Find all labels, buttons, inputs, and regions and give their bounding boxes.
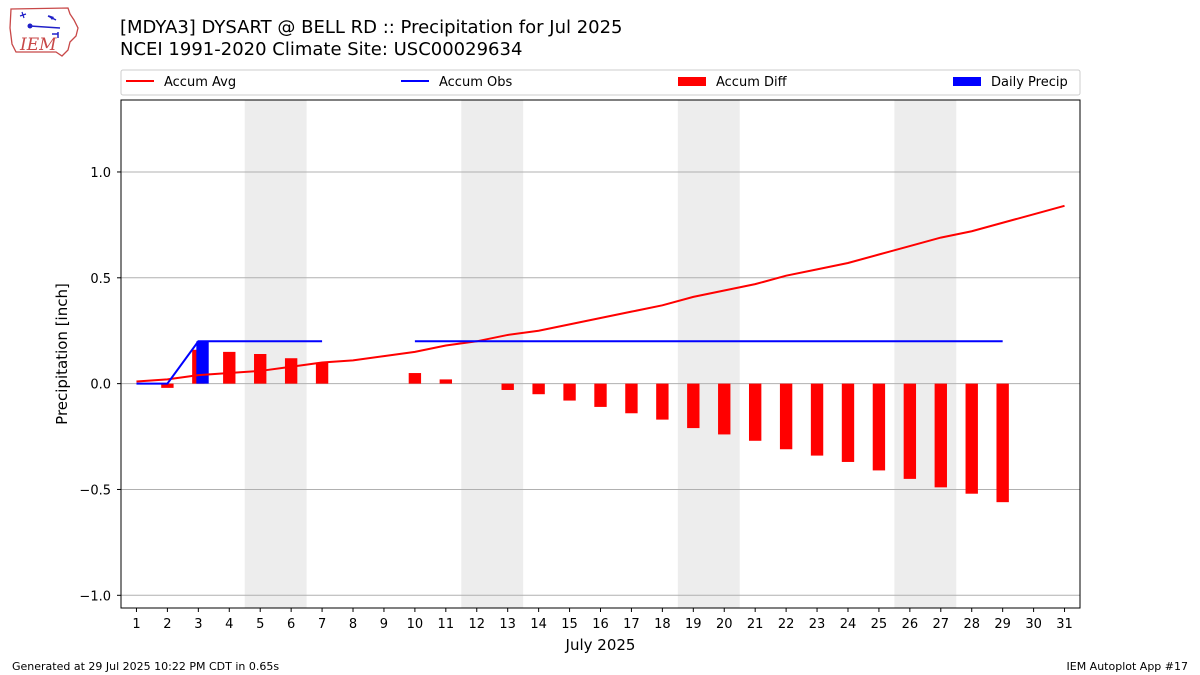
accum-diff-bar (934, 383, 947, 488)
x-tick-label: 24 (840, 617, 857, 632)
legend: Accum Avg Accum Obs Accum Diff Daily Precip (120, 69, 1081, 96)
chart-title: [MDYA3] DYSART @ BELL RD :: Precipitatio… (120, 17, 623, 38)
accum-diff-bar (687, 383, 700, 429)
legend-swatch (953, 77, 981, 86)
x-tick-label: 28 (963, 617, 980, 632)
accum-diff-bar (656, 383, 669, 420)
accum-diff-bar (748, 383, 762, 441)
x-tick-label: 4 (225, 617, 233, 632)
accum-diff-bar (532, 383, 545, 395)
accum-diff-bar (841, 383, 855, 462)
weekend-band (461, 100, 524, 608)
accum-diff-bar (872, 383, 886, 471)
x-tick-label: 1 (132, 617, 140, 632)
x-tick-label: 18 (654, 617, 671, 632)
legend-label: Accum Avg (164, 75, 236, 90)
accum-diff-bar (810, 383, 824, 456)
legend-label: Accum Diff (716, 75, 788, 90)
y-tick-label: 1.0 (90, 166, 111, 181)
x-tick-label: 21 (747, 617, 764, 632)
accum-diff-bar (254, 354, 267, 384)
accum-diff-bar (439, 379, 453, 384)
accum-diff-bar (408, 373, 422, 384)
x-tick-label: 15 (561, 617, 578, 632)
x-tick-label: 26 (902, 617, 919, 632)
accum-diff-bar (501, 383, 514, 390)
legend-swatch (678, 77, 706, 86)
x-tick-label: 7 (318, 617, 326, 632)
accum-obs-line (136, 340, 323, 385)
x-tick-label: 12 (468, 617, 485, 632)
accum-avg-line (136, 204, 1065, 383)
weekend-band (894, 100, 957, 608)
accum-diff-bar (223, 351, 236, 384)
y-axis-label: Precipitation [inch] (53, 283, 71, 425)
line-marks (136, 204, 1065, 385)
x-tick-label: 16 (592, 617, 609, 632)
legend-label: Accum Obs (439, 75, 512, 90)
x-tick-label: 27 (933, 617, 950, 632)
app-credit: IEM Autoplot App #17 (1066, 660, 1189, 673)
y-tick-label: 0.0 (90, 378, 111, 393)
x-axis-label: July 2025 (565, 636, 636, 654)
bar-marks (161, 341, 1009, 503)
y-tick-label: −1.0 (79, 589, 111, 604)
chart-subtitle: NCEI 1991-2020 Climate Site: USC00029634 (120, 39, 523, 60)
x-tick-label: 9 (380, 617, 388, 632)
x-tick-label: 17 (623, 617, 640, 632)
x-tick-label: 30 (1025, 617, 1042, 632)
x-tick-label: 20 (716, 617, 733, 632)
accum-diff-bar (965, 383, 978, 494)
x-tick-label: 11 (438, 617, 455, 632)
x-tick-label: 25 (871, 617, 888, 632)
accum-diff-bar (284, 358, 298, 384)
y-tick-label: −0.5 (79, 483, 111, 498)
x-tick-label: 2 (163, 617, 171, 632)
y-tick-label: 0.5 (90, 272, 111, 287)
daily-precip-bar (196, 341, 209, 384)
x-tick-label: 31 (1056, 617, 1073, 632)
accum-diff-bar (594, 383, 607, 407)
accum-diff-bar (996, 383, 1009, 503)
x-tick-label: 22 (778, 617, 795, 632)
logo-text: IEM (19, 35, 57, 55)
weekend-band (244, 100, 307, 608)
accum-diff-bar (779, 383, 793, 450)
accum-diff-bar (903, 383, 917, 479)
iem-logo: IEM (8, 6, 80, 60)
accum-diff-bar (718, 383, 731, 435)
accum-diff-bar (563, 383, 576, 401)
legend-frame (120, 69, 1081, 96)
accum-diff-bar (625, 383, 638, 414)
x-tick-label: 14 (530, 617, 547, 632)
accum-diff-bar (161, 383, 174, 388)
x-tick-label: 3 (194, 617, 202, 632)
generated-timestamp: Generated at 29 Jul 2025 10:22 PM CDT in… (12, 660, 280, 673)
x-tick-label: 6 (287, 617, 295, 632)
x-tick-label: 10 (407, 617, 424, 632)
weekend-band (677, 100, 740, 608)
x-tick-label: 23 (809, 617, 826, 632)
x-tick-label: 19 (685, 617, 702, 632)
x-tick-label: 29 (994, 617, 1011, 632)
legend-label: Daily Precip (991, 75, 1068, 90)
x-axis-ticks: 1 2 3 4 5 6 7 8 9 10 11 12 13 14 15 16 17 18 19 20 21 22 23 24 2… (132, 608, 1073, 632)
accum-diff-bar (315, 362, 329, 384)
weekend-bands (244, 100, 957, 608)
x-tick-label: 5 (256, 617, 264, 632)
x-tick-label: 13 (499, 617, 516, 632)
y-axis-ticks: −1.0 −0.5 0.0 0.5 1.0 (79, 166, 121, 604)
x-tick-label: 8 (349, 617, 357, 632)
